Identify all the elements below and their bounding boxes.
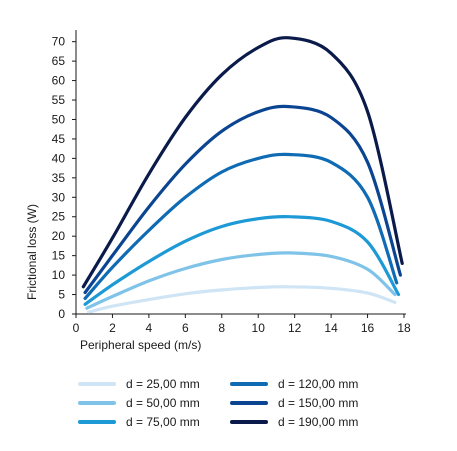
legend-swatch <box>230 382 268 386</box>
y-tick-label: 0 <box>58 307 65 321</box>
x-tick-label: 10 <box>252 321 266 335</box>
legend-swatch <box>230 401 268 405</box>
legend-swatch <box>230 420 268 424</box>
legend-item: d = 25,00 mm <box>78 376 200 392</box>
y-tick-label: 50 <box>52 112 66 126</box>
y-tick-label: 55 <box>52 93 66 107</box>
legend-label: d = 75,00 mm <box>126 415 200 429</box>
y-tick-label: 10 <box>52 268 66 282</box>
x-tick-label: 8 <box>218 321 225 335</box>
x-tick-label: 4 <box>146 321 153 335</box>
x-tick-label: 2 <box>109 321 116 335</box>
legend-item: d = 190,00 mm <box>230 414 358 430</box>
legend-label: d = 190,00 mm <box>278 415 359 429</box>
x-tick-label: 16 <box>361 321 375 335</box>
series-line-4 <box>83 152 399 300</box>
x-tick-label: 14 <box>324 321 338 335</box>
series-line-1 <box>87 285 397 314</box>
x-axis-label: Peripheral speed (m/s) <box>80 338 201 352</box>
y-tick-label: 60 <box>52 74 66 88</box>
series-line-3 <box>83 215 401 306</box>
legend-label: d = 150,00 mm <box>278 396 359 410</box>
legend-swatch <box>78 382 116 386</box>
series-line-5 <box>83 104 402 295</box>
legend-swatch <box>78 401 116 405</box>
y-tick-label: 15 <box>52 249 66 263</box>
legend-label: d = 25,00 mm <box>126 377 200 391</box>
series-layer <box>81 36 404 314</box>
legend-item: d = 150,00 mm <box>230 395 358 411</box>
legend-swatch <box>78 420 116 424</box>
legend-item: d = 50,00 mm <box>78 395 200 411</box>
x-tick-label: 0 <box>73 321 80 335</box>
y-tick-label: 30 <box>52 190 66 204</box>
y-axis-label: Frictional loss (W) <box>25 204 39 300</box>
x-tick-label: 12 <box>288 321 302 335</box>
y-tick-label: 45 <box>52 132 66 146</box>
y-tick-label: 5 <box>58 288 65 302</box>
x-tick-label: 18 <box>397 321 411 335</box>
series-line-2 <box>85 251 397 310</box>
series-line-6 <box>81 36 404 289</box>
legend-item: d = 75,00 mm <box>78 414 200 430</box>
y-tick-label: 65 <box>52 54 66 68</box>
tick-layer: 0 2 4 6 8 10 12 14 16 18 0 5 10 15 20 25 30 35 40 45 50 55 60 6… <box>52 35 411 335</box>
y-tick-label: 25 <box>52 210 66 224</box>
legend-label: d = 50,00 mm <box>126 396 200 410</box>
y-tick-label: 35 <box>52 171 66 185</box>
y-tick-label: 40 <box>52 151 66 165</box>
y-tick-label: 70 <box>52 35 66 49</box>
legend-label: d = 120,00 mm <box>278 377 359 391</box>
x-tick-label: 6 <box>182 321 189 335</box>
legend-item: d = 120,00 mm <box>230 376 358 392</box>
y-tick-label: 20 <box>52 229 66 243</box>
